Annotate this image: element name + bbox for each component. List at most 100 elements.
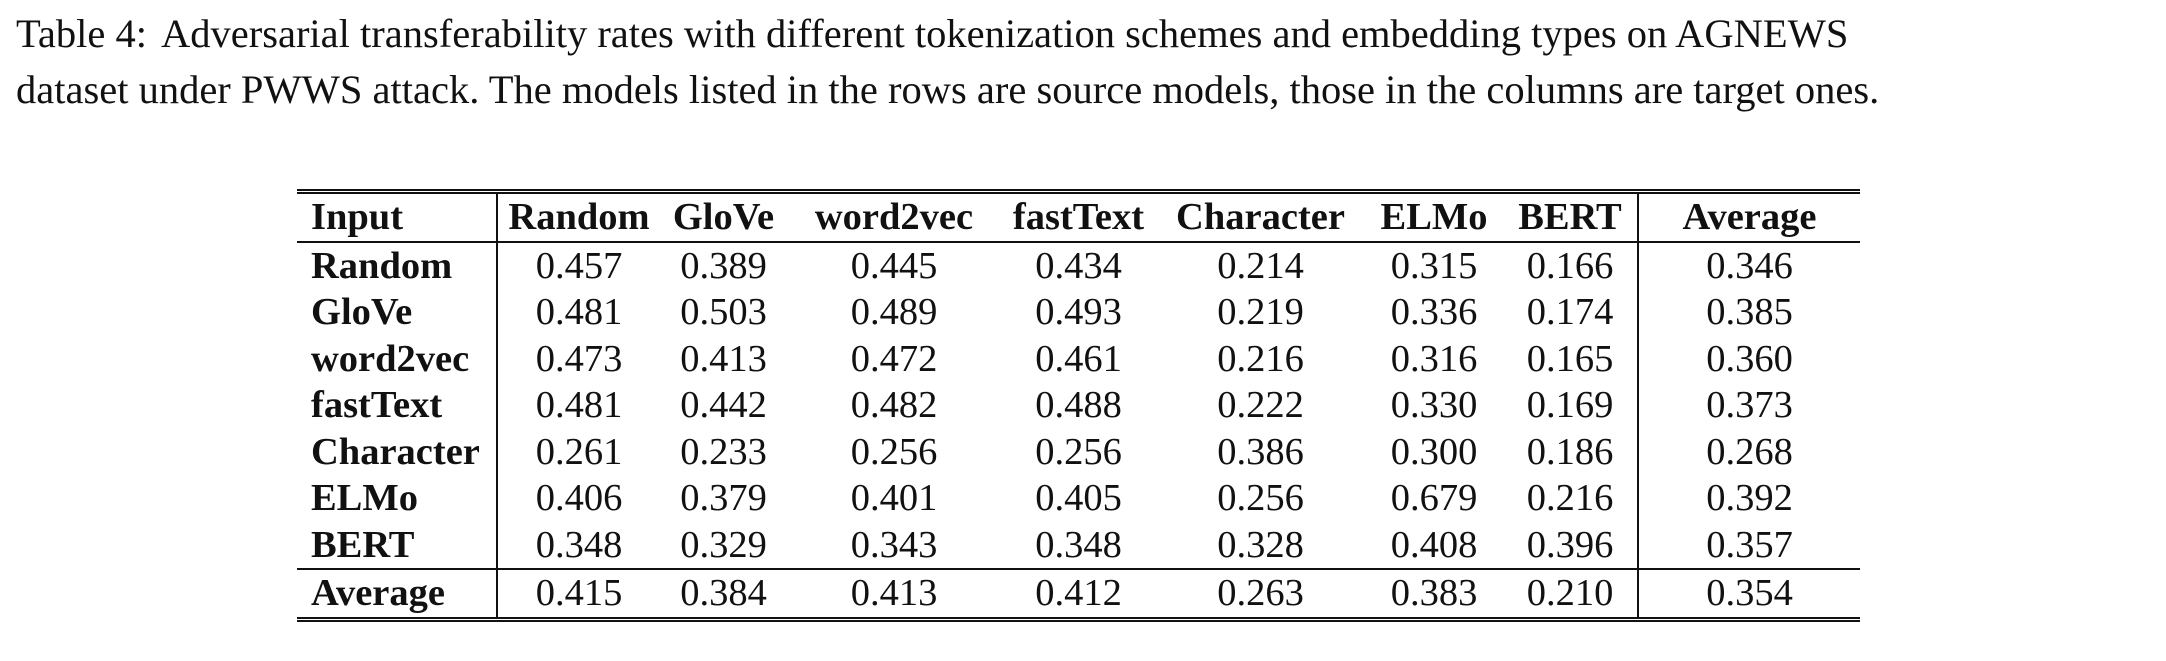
column-header: GloVe [660, 194, 787, 243]
table-cell: 0.216 [1217, 337, 1304, 380]
table-cell: 0.233 [680, 430, 767, 473]
table-cell: 0.481 [535, 384, 623, 426]
table-cell: 0.472 [850, 337, 938, 380]
table-cell: 0.396 [1503, 521, 1639, 569]
table-cell: 0.348 [1035, 523, 1122, 566]
table-cell: 0.315 [1390, 244, 1478, 287]
row-label: GloVe [297, 289, 498, 336]
column-header: ELMo [1365, 194, 1503, 243]
table-row: ELMo 0.406 0.379 0.401 0.405 0.256 0.679 0.216 0… [297, 475, 1860, 522]
table-cell: 0.457 [535, 244, 623, 287]
table-cell: 0.166 [1503, 241, 1639, 289]
row-label: Character [297, 428, 498, 475]
table-cell: 0.336 [1390, 291, 1478, 333]
table-cell: 0.263 [1156, 568, 1365, 617]
column-header: fastText [1001, 194, 1156, 243]
table-cell: 0.413 [680, 337, 767, 380]
column-header: Character [1156, 194, 1365, 243]
table-cell: 0.169 [1503, 382, 1639, 429]
table-cell: 0.216 [1503, 475, 1639, 522]
caption-text-1: Adversarial transferability rates with d… [161, 11, 1849, 56]
table-cell: 0.379 [680, 477, 767, 519]
table-cell: 0.174 [1503, 289, 1639, 336]
table-cell: 0.473 [535, 337, 623, 380]
table-cell: 0.256 [1217, 477, 1304, 519]
row-label: word2vec [297, 335, 498, 382]
table-cell: 0.383 [1365, 568, 1503, 617]
column-header: word2vec [787, 194, 1001, 243]
table-cell: 0.219 [1217, 291, 1304, 333]
average-cell: 0.360 [1706, 337, 1793, 380]
table-cell: 0.389 [680, 244, 767, 287]
table-cell: 0.256 [850, 430, 938, 473]
column-header: BERT [1503, 194, 1639, 243]
table-cell: 0.261 [535, 430, 623, 473]
table-row: fastText 0.481 0.442 0.482 0.488 0.222 0.330 0.… [297, 382, 1860, 429]
table-cell: 0.412 [1001, 568, 1156, 617]
table-cell: 0.406 [535, 477, 623, 519]
table-cell: 0.482 [850, 384, 938, 426]
table-cell: 0.386 [1217, 430, 1304, 473]
average-cell: 0.385 [1706, 291, 1793, 333]
average-cell: 0.346 [1706, 244, 1793, 287]
table-cell: 0.328 [1217, 523, 1304, 566]
table-body: Random 0.457 0.389 0.445 0.434 0.214 0.315 0.16… [297, 241, 1860, 617]
results-table-container: Input Random GloVe word2vec fastText Cha… [297, 189, 1860, 622]
caption-line-2: dataset under PWWS attack. The models li… [16, 67, 1880, 112]
row-label: ELMo [297, 475, 498, 522]
table-cell: 0.415 [497, 568, 660, 617]
table-row: GloVe 0.481 0.503 0.489 0.493 0.219 0.336 0.174… [297, 289, 1860, 336]
row-label: Random [297, 241, 498, 289]
caption-label: Table 4: [16, 11, 147, 56]
table-cell: 0.214 [1217, 244, 1304, 287]
table-cell: 0.384 [660, 568, 787, 617]
table-cell: 0.401 [850, 477, 938, 519]
table-cell: 0.343 [850, 523, 938, 566]
table-cell: 0.408 [1390, 523, 1478, 566]
average-row-label: Average [297, 568, 498, 617]
row-label: BERT [297, 521, 498, 569]
table-cell: 0.445 [850, 244, 938, 287]
table-cell: 0.405 [1035, 477, 1122, 519]
table-top-rule [297, 189, 1860, 194]
average-row: Average 0.415 0.384 0.413 0.412 0.263 0.383 0.2… [297, 568, 1860, 617]
table-cell: 0.413 [787, 568, 1001, 617]
average-cell: 0.357 [1706, 523, 1793, 566]
table-caption: Table 4: Adversarial transferability rate… [16, 6, 2156, 118]
table-cell: 0.489 [850, 291, 938, 333]
column-header: Random [497, 194, 660, 243]
table-cell: 0.316 [1390, 337, 1478, 380]
table-bottom-rule [297, 616, 1860, 622]
table-cell: 0.210 [1503, 568, 1639, 617]
table-cell: 0.165 [1503, 335, 1639, 382]
table-cell: 0.493 [1035, 291, 1122, 333]
corner-header: Input [297, 194, 498, 243]
table-cell: 0.186 [1503, 428, 1639, 475]
table-cell: 0.488 [1035, 384, 1122, 426]
table-row: word2vec 0.473 0.413 0.472 0.461 0.216 0.316 0.… [297, 335, 1860, 382]
average-cell: 0.268 [1706, 430, 1793, 473]
table-row: Character 0.261 0.233 0.256 0.256 0.386 0.300 0… [297, 428, 1860, 475]
average-cell: 0.354 [1638, 568, 1860, 617]
row-label: fastText [297, 382, 498, 429]
table-cell: 0.330 [1390, 384, 1478, 426]
average-cell: 0.373 [1706, 384, 1793, 426]
table-cell: 0.442 [680, 384, 767, 426]
average-column-header: Average [1638, 194, 1860, 243]
table-row: Random 0.457 0.389 0.445 0.434 0.214 0.315 0.16… [297, 241, 1860, 289]
table-cell: 0.461 [1035, 337, 1122, 380]
table-row: BERT 0.348 0.329 0.343 0.348 0.328 0.408 0.396 0… [297, 521, 1860, 569]
average-cell: 0.392 [1706, 477, 1793, 519]
table-cell: 0.329 [680, 523, 767, 566]
table-cell: 0.222 [1217, 384, 1304, 426]
caption-line-1: Table 4: Adversarial transferability rate… [16, 6, 2156, 62]
table-cell: 0.679 [1390, 477, 1478, 519]
table-cell: 0.348 [535, 523, 623, 566]
table-cell: 0.256 [1035, 430, 1122, 473]
table-cell: 0.503 [680, 291, 767, 333]
transferability-table: Input Random GloVe word2vec fastText Cha… [297, 194, 1860, 617]
table-cell: 0.300 [1390, 430, 1478, 473]
header-row: Input Random GloVe word2vec fastText Cha… [297, 194, 1860, 243]
table-cell: 0.434 [1035, 244, 1122, 287]
table-cell: 0.481 [535, 291, 623, 333]
